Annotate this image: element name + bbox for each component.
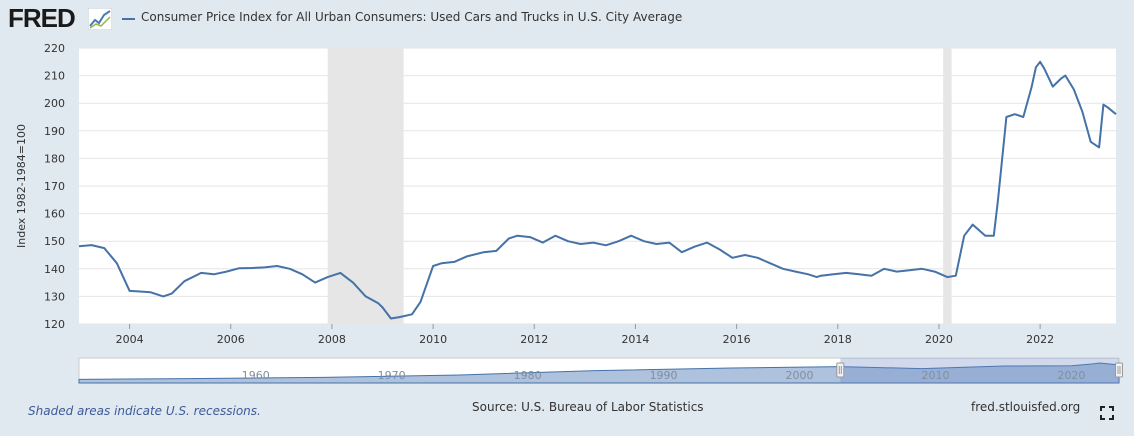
- x-tick-label: 2008: [318, 333, 346, 346]
- fred-link[interactable]: fred.stlouisfed.org: [971, 400, 1081, 414]
- fullscreen-icon[interactable]: [1100, 406, 1114, 420]
- navigator-handle[interactable]: [1115, 362, 1123, 378]
- navigator-tick-label: 1980: [514, 369, 542, 382]
- x-tick-label: 2020: [925, 333, 953, 346]
- y-tick-label: 120: [44, 318, 65, 331]
- y-axis-label: Index 1982-1984=100: [15, 124, 28, 248]
- navigator-tick-label: 1990: [650, 369, 678, 382]
- chart-header: FRED Consumer Price Index for All Urban …: [0, 0, 1134, 40]
- navigator-selection: [840, 358, 1119, 383]
- fred-logo[interactable]: FRED: [8, 3, 76, 33]
- y-tick-label: 140: [44, 263, 65, 276]
- x-tick-label: 2010: [419, 333, 447, 346]
- navigator-handle[interactable]: [836, 362, 845, 378]
- x-tick-label: 2022: [1026, 333, 1054, 346]
- x-tick-label: 2004: [116, 333, 144, 346]
- source-credit: Source: U.S. Bureau of Labor Statistics: [472, 400, 704, 414]
- legend-label: Consumer Price Index for All Urban Consu…: [141, 10, 683, 24]
- recession-note: Shaded areas indicate U.S. recessions.: [28, 404, 261, 418]
- navigator-tick-label: 1960: [242, 369, 270, 382]
- navigator-tick-label: 2000: [786, 369, 814, 382]
- y-tick-label: 170: [44, 180, 65, 193]
- navigator-tick-label: 2010: [921, 369, 949, 382]
- x-tick-label: 2018: [824, 333, 852, 346]
- y-tick-label: 200: [44, 97, 65, 110]
- navigator-tick-label: 1970: [378, 369, 406, 382]
- x-tick-label: 2012: [520, 333, 548, 346]
- x-tick-label: 2016: [723, 333, 751, 346]
- series-line: [78, 60, 1117, 320]
- y-tick-label: 130: [44, 290, 65, 303]
- line-chart-icon: [88, 8, 112, 30]
- y-tick-label: 150: [44, 235, 65, 248]
- legend-swatch: [122, 18, 135, 20]
- y-tick-label: 210: [44, 70, 65, 83]
- x-tick-label: 2014: [621, 333, 649, 346]
- navigator-area: [78, 362, 1120, 384]
- y-tick-label: 190: [44, 125, 65, 138]
- x-tick-label: 2006: [217, 333, 245, 346]
- navigator-tick-label: 2020: [1057, 369, 1085, 382]
- y-tick-label: 220: [44, 42, 65, 55]
- y-tick-label: 180: [44, 152, 65, 165]
- y-tick-label: 160: [44, 208, 65, 221]
